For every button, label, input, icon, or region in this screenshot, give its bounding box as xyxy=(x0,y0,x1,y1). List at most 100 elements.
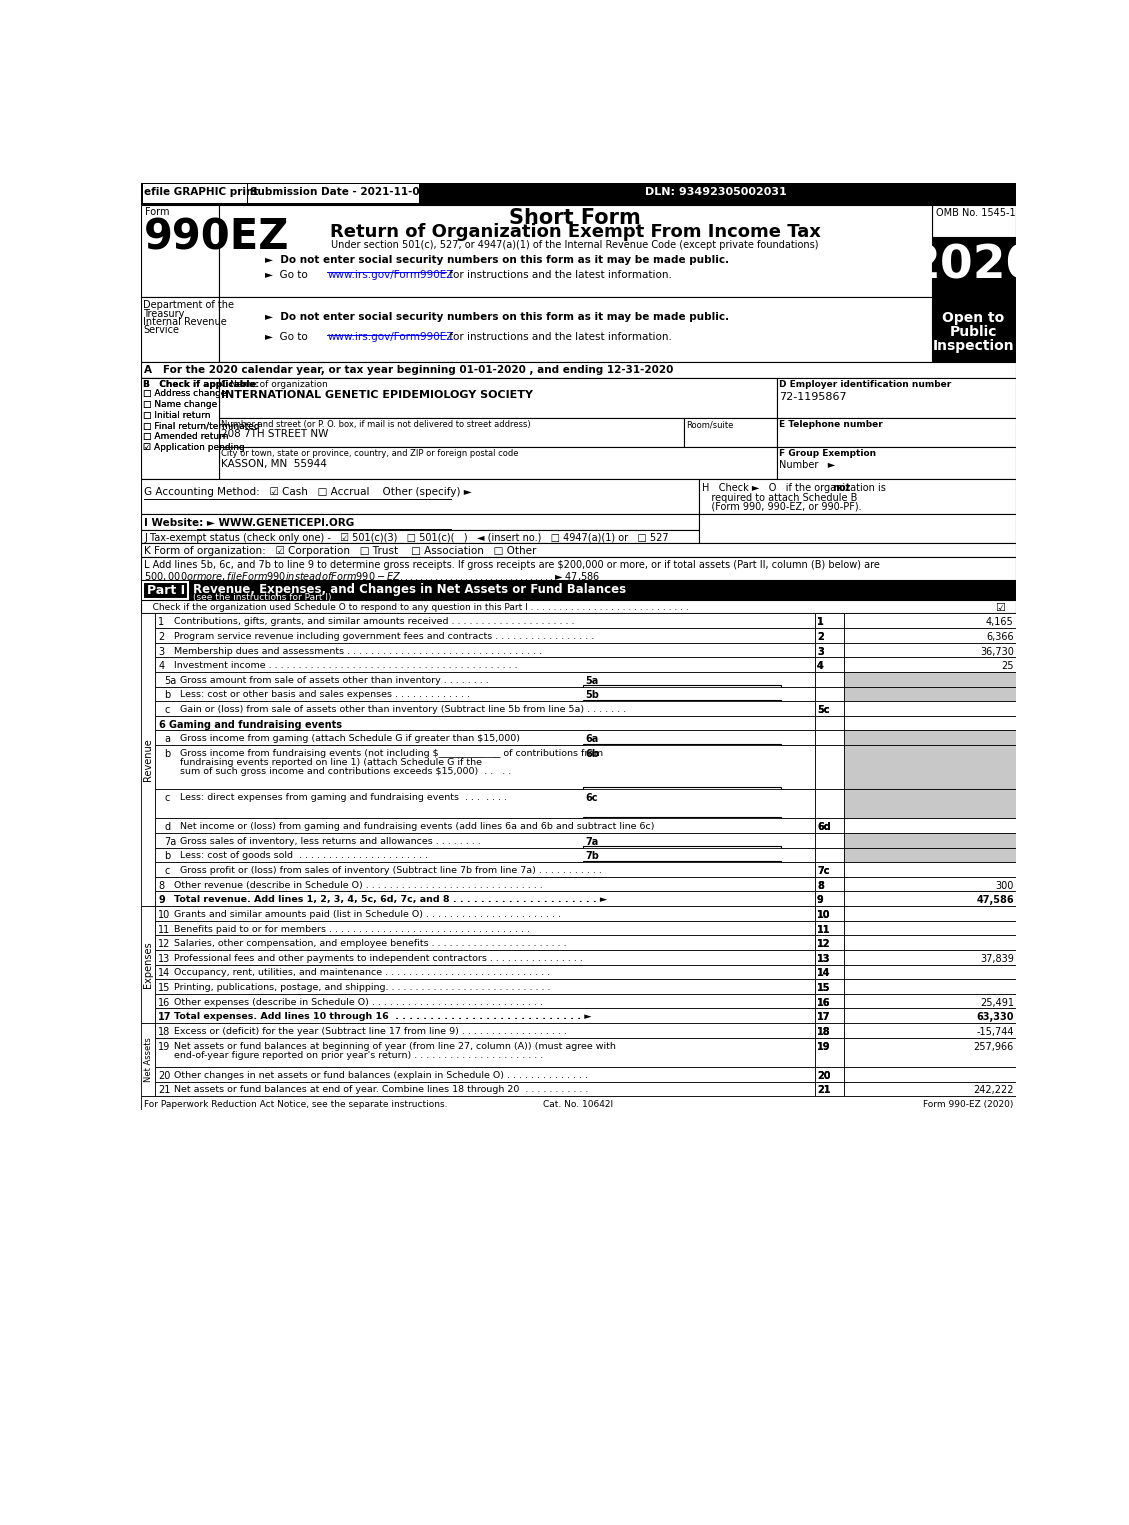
Bar xyxy=(931,204,1016,236)
Text: 9: 9 xyxy=(817,895,824,906)
Text: $500,000 or more, file Form 990 instead of Form 990-EZ . . . . . . . . . . . . .: $500,000 or more, file Form 990 instead … xyxy=(145,569,601,583)
Text: 16: 16 xyxy=(817,997,831,1008)
Bar xyxy=(583,817,780,843)
Text: □ Initial return: □ Initial return xyxy=(143,410,211,419)
Text: 25: 25 xyxy=(1001,662,1014,671)
Text: 19: 19 xyxy=(817,1042,831,1052)
Bar xyxy=(815,1008,844,1023)
Text: 12: 12 xyxy=(817,939,831,949)
Text: 3: 3 xyxy=(817,647,824,657)
Bar xyxy=(155,746,815,788)
Text: ►  Go to: ► Go to xyxy=(265,270,312,281)
Bar xyxy=(844,642,1016,657)
Text: □ Address change: □ Address change xyxy=(143,389,227,398)
Bar xyxy=(583,744,780,755)
Text: 11: 11 xyxy=(158,924,170,935)
Bar xyxy=(931,236,1016,297)
Text: 63,330: 63,330 xyxy=(977,1013,1014,1022)
Text: 5c: 5c xyxy=(817,705,830,715)
Text: Occupancy, rent, utilities, and maintenance . . . . . . . . . . . . . . . . . . : Occupancy, rent, utilities, and maintena… xyxy=(174,968,550,978)
Bar xyxy=(844,1081,1016,1096)
Bar xyxy=(844,979,1016,994)
Bar xyxy=(815,979,844,994)
Text: 21: 21 xyxy=(158,1086,170,1095)
Text: www.irs.gov/Form990EZ: www.irs.gov/Form990EZ xyxy=(327,270,454,281)
Text: Room/suite: Room/suite xyxy=(686,421,734,429)
Text: Excess or (deficit) for the year (Subtract line 17 from line 9) . . . . . . . . : Excess or (deficit) for the year (Subtra… xyxy=(174,1026,567,1035)
Bar xyxy=(815,628,844,642)
Text: □ Final return/terminated: □ Final return/terminated xyxy=(143,422,260,430)
Text: 13: 13 xyxy=(817,953,831,964)
Text: Gross amount from sale of assets other than inventory . . . . . . . .: Gross amount from sale of assets other t… xyxy=(180,676,489,685)
Bar xyxy=(777,378,1016,418)
Text: Short Form: Short Form xyxy=(509,209,641,229)
Text: Net income or (loss) from gaming and fundraising events (add lines 6a and 6b and: Net income or (loss) from gaming and fun… xyxy=(180,822,655,831)
Bar xyxy=(155,862,815,877)
Bar xyxy=(155,877,815,892)
Text: 37,839: 37,839 xyxy=(980,953,1014,964)
Bar xyxy=(815,848,844,862)
Text: 2: 2 xyxy=(158,631,165,642)
Bar xyxy=(844,673,1016,686)
Bar xyxy=(219,447,777,479)
Bar xyxy=(844,628,1016,642)
Bar xyxy=(583,685,780,697)
Text: Check if the organization used Schedule O to respond to any question in this Par: Check if the organization used Schedule … xyxy=(145,604,689,613)
Text: c: c xyxy=(165,705,169,715)
Text: ☑ Application pending: ☑ Application pending xyxy=(143,444,245,453)
Bar xyxy=(777,447,1016,479)
Text: □ Name change: □ Name change xyxy=(143,400,218,409)
Bar xyxy=(815,613,844,628)
Text: (see the instructions for Part I): (see the instructions for Part I) xyxy=(193,593,332,602)
Bar xyxy=(141,297,219,363)
Bar xyxy=(844,1023,1016,1037)
Text: H   Check ►   O   if the organization is: H Check ► O if the organization is xyxy=(702,483,890,493)
Text: c: c xyxy=(165,793,169,802)
Text: sum of such gross income and contributions exceeds $15,000)  . .   . .: sum of such gross income and contributio… xyxy=(180,767,511,776)
Bar xyxy=(141,557,1016,581)
Bar xyxy=(844,657,1016,673)
Text: Expenses: Expenses xyxy=(143,941,154,988)
Text: 8: 8 xyxy=(817,880,824,891)
Text: Under section 501(c), 527, or 4947(a)(1) of the Internal Revenue Code (except pr: Under section 501(c), 527, or 4947(a)(1)… xyxy=(332,239,819,250)
Bar xyxy=(844,892,1016,906)
Text: Membership dues and assessments . . . . . . . . . . . . . . . . . . . . . . . . : Membership dues and assessments . . . . … xyxy=(174,647,542,656)
Text: ►  Go to: ► Go to xyxy=(265,332,312,343)
Text: Less: cost or other basis and sales expenses . . . . . . . . . . . . .: Less: cost or other basis and sales expe… xyxy=(180,691,470,700)
Text: Service: Service xyxy=(143,325,180,336)
Text: OMB No. 1545-1150: OMB No. 1545-1150 xyxy=(936,207,1034,218)
Text: 21: 21 xyxy=(817,1086,831,1095)
Bar xyxy=(141,601,1016,613)
Bar xyxy=(815,892,844,906)
Bar xyxy=(844,1037,1016,1067)
Text: d: d xyxy=(165,822,170,833)
Text: □ Amended return: □ Amended return xyxy=(143,433,229,441)
Text: efile GRAPHIC print: efile GRAPHIC print xyxy=(145,188,259,197)
Text: b: b xyxy=(165,691,170,700)
Text: 14: 14 xyxy=(817,968,831,979)
Bar xyxy=(583,787,780,828)
Text: 7a: 7a xyxy=(165,837,176,846)
Text: 16: 16 xyxy=(158,997,170,1008)
Bar xyxy=(815,1037,844,1067)
Text: Gross profit or (loss) from sales of inventory (Subtract line 7b from line 7a) .: Gross profit or (loss) from sales of inv… xyxy=(180,866,602,875)
Bar xyxy=(583,860,780,872)
Bar xyxy=(815,819,844,833)
Text: 9: 9 xyxy=(817,895,824,906)
Text: Less: cost of goods sold  . . . . . . . . . . . . . . . . . . . . . .: Less: cost of goods sold . . . . . . . .… xyxy=(180,851,428,860)
Text: 2: 2 xyxy=(817,631,824,642)
Text: 5b: 5b xyxy=(585,691,599,700)
Bar xyxy=(155,964,815,979)
Bar xyxy=(815,642,844,657)
Bar xyxy=(844,906,1016,921)
Text: Internal Revenue: Internal Revenue xyxy=(143,317,227,326)
Text: 15: 15 xyxy=(817,984,831,993)
Text: 5c: 5c xyxy=(817,705,830,715)
Text: 15: 15 xyxy=(817,984,831,993)
Text: E Telephone number: E Telephone number xyxy=(779,421,883,429)
Text: Revenue: Revenue xyxy=(143,738,154,781)
Text: 14: 14 xyxy=(158,968,170,979)
Text: 10: 10 xyxy=(158,910,170,920)
Text: 17: 17 xyxy=(817,1013,831,1022)
Text: Gross income from fundraising events (not including $_____________ of contributi: Gross income from fundraising events (no… xyxy=(180,749,603,758)
